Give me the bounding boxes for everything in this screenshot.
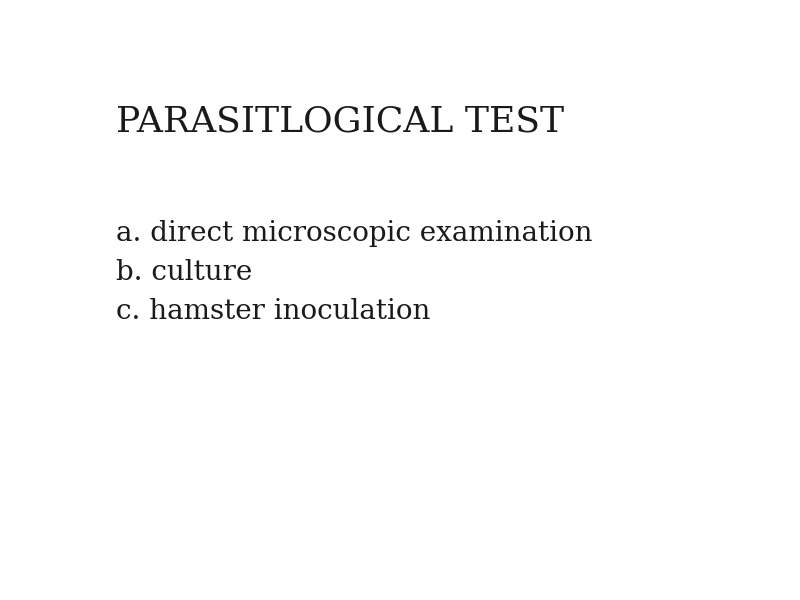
Text: b. culture: b. culture [115, 259, 252, 286]
Text: PARASITLOGICAL TEST: PARASITLOGICAL TEST [115, 104, 564, 139]
Text: c. hamster inoculation: c. hamster inoculation [115, 298, 430, 325]
Text: a. direct microscopic examination: a. direct microscopic examination [115, 220, 592, 247]
